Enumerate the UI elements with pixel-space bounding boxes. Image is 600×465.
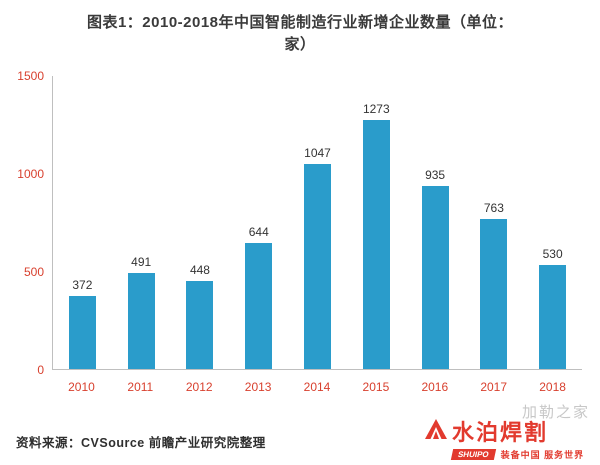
x-axis-labels: 2010 2011 2012 2013 2014 2015 2016 2017 2018	[52, 380, 582, 394]
bar-value-label: 763	[483, 201, 504, 216]
bar	[245, 242, 273, 369]
bar	[480, 219, 508, 369]
bar-chart: 0 500 1000 1500 372 491 448 644 1047 1273 935 763 5…	[14, 60, 586, 398]
chart-title: 图表1：2010-2018年中国智能制造行业新增企业数量（单位： 家）	[0, 0, 600, 56]
y-tick-label: 500	[23, 264, 44, 279]
source-note: 资料来源：CVSource 前瞻产业研究院整理	[16, 436, 266, 450]
bar-value-label: 491	[131, 254, 152, 269]
x-tick-label: 2014	[303, 379, 331, 394]
bar	[68, 295, 96, 369]
bar	[539, 264, 567, 369]
watermark-slogan: 装备中国 服务世界	[500, 450, 585, 460]
bar-value-label: 1273	[362, 101, 390, 116]
bar	[186, 281, 214, 369]
x-tick-label: 2011	[127, 379, 154, 394]
bar-value-label: 1047	[304, 146, 331, 160]
x-tick-label: 2015	[362, 379, 390, 394]
bar-slot: 1047	[288, 76, 347, 369]
bar	[304, 164, 332, 369]
x-tick-label: 2010	[68, 379, 95, 394]
watermark-name: 水泊焊割	[452, 420, 549, 445]
bar	[362, 119, 390, 369]
bar-value-label: 448	[189, 263, 210, 277]
plot-area: 372 491 448 644 1047 1273 935 763 530	[52, 75, 582, 370]
watermark-main-row: 水泊焊割	[424, 415, 594, 447]
bar-value-label: 935	[425, 167, 446, 182]
y-tick-label: 1000	[17, 166, 44, 181]
x-tick-label: 2016	[421, 379, 449, 394]
bar-slot: 448	[171, 76, 230, 369]
x-tick-label: 2012	[185, 379, 213, 394]
bar-value-label: 372	[72, 277, 93, 292]
bar-slot: 530	[523, 76, 582, 369]
bar	[421, 185, 449, 369]
bar-slot: 1273	[347, 76, 406, 369]
bar-slot: 763	[464, 76, 523, 369]
chart-title-line2: 家）	[284, 35, 316, 53]
bar-slot: 644	[229, 76, 288, 369]
bar-slot: 935	[406, 76, 465, 369]
chart-title-line1: 图表1：2010-2018年中国智能制造行业新增企业数量（单位：	[86, 14, 514, 31]
y-tick-label: 0	[37, 362, 44, 377]
watermark-logo: 加勒之家 水泊焊割 SHUIPO 装备中国 服务世界	[424, 404, 594, 461]
bar	[127, 272, 155, 369]
faint-watermark-text: 加勒之家	[521, 404, 590, 421]
x-tick-label: 2018	[539, 379, 566, 394]
watermark-subrow: SHUIPO 装备中国 服务世界	[424, 448, 594, 461]
bar-slot: 372	[53, 76, 112, 369]
watermark-brand-badge: SHUIPO	[450, 449, 496, 460]
x-tick-label: 2017	[480, 379, 508, 394]
x-tick-label: 2013	[244, 379, 272, 394]
bar-slot: 491	[112, 76, 171, 369]
bar-value-label: 644	[248, 224, 269, 239]
bar-value-label: 530	[542, 246, 563, 261]
shuipo-logo-icon	[424, 417, 448, 446]
y-tick-label: 1500	[17, 68, 44, 83]
y-axis: 0 500 1000 1500	[14, 69, 52, 377]
